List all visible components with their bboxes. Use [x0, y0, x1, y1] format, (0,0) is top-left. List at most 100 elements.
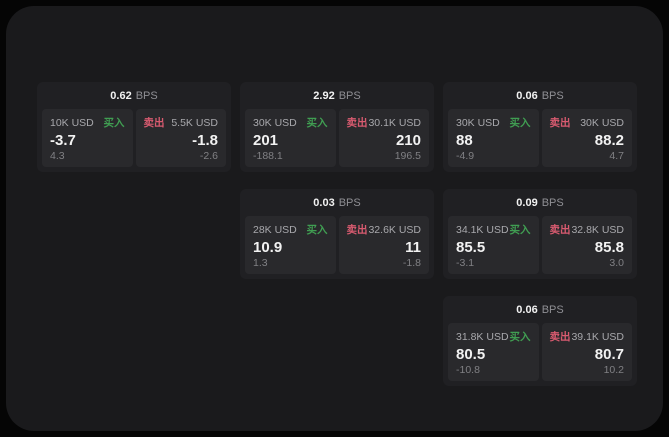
sell-delta: 10.2 — [603, 363, 624, 376]
buy-tile[interactable]: 34.1K USD 买入 85.5 -3.1 — [448, 216, 539, 274]
quote-card: 0.06 BPS 31.8K USD 买入 80.5 -10.8 卖出 39.1… — [443, 296, 637, 386]
buy-delta: -3.1 — [456, 256, 475, 269]
quote-card: 0.09 BPS 34.1K USD 买入 85.5 -3.1 卖出 32.8K… — [443, 189, 637, 279]
buy-size-label: 34.1K USD — [456, 223, 509, 236]
buy-tile[interactable]: 30K USD 买入 201 -188.1 — [245, 109, 336, 167]
buy-delta: -188.1 — [253, 149, 283, 162]
quotes-panel: 0.62 BPS 10K USD 买入 -3.7 4.3 卖出 5.5K USD… — [6, 6, 663, 431]
buy-size-label: 30K USD — [253, 116, 297, 129]
sell-delta: 3.0 — [609, 256, 624, 269]
buy-size-label: 10K USD — [50, 116, 94, 129]
quote-card: 0.03 BPS 28K USD 买入 10.9 1.3 卖出 32.6K US… — [240, 189, 434, 279]
buy-tile[interactable]: 30K USD 买入 88 -4.9 — [448, 109, 539, 167]
buy-price: 201 — [253, 131, 279, 149]
buy-tile-header: 31.8K USD 买入 — [456, 329, 531, 344]
quote-card: 0.62 BPS 10K USD 买入 -3.7 4.3 卖出 5.5K USD… — [37, 82, 231, 172]
buy-tile[interactable]: 28K USD 买入 10.9 1.3 — [245, 216, 336, 274]
sell-size-label: 32.8K USD — [571, 223, 624, 236]
sell-price: -1.8 — [192, 131, 218, 149]
bps-unit-label: BPS — [541, 303, 564, 316]
quote-card: 0.06 BPS 30K USD 买入 88 -4.9 卖出 30K USD 8… — [443, 82, 637, 172]
sell-size-label: 39.1K USD — [571, 330, 624, 343]
bps-unit-label: BPS — [338, 89, 361, 102]
sell-tile-header: 卖出 32.8K USD — [550, 222, 625, 237]
buy-size-label: 31.8K USD — [456, 330, 509, 343]
sell-tile[interactable]: 卖出 32.6K USD 11 -1.8 — [338, 216, 429, 274]
sell-size-label: 32.6K USD — [368, 223, 421, 236]
buy-price: -3.7 — [50, 131, 76, 149]
sell-tile-header: 卖出 5.5K USD — [144, 115, 219, 130]
sell-size-label: 30K USD — [580, 116, 624, 129]
sell-direction-label: 卖出 — [549, 117, 571, 129]
bps-unit-label: BPS — [541, 89, 564, 102]
sell-tile-header: 卖出 32.6K USD — [347, 222, 422, 237]
buy-direction-label: 买入 — [509, 331, 531, 343]
card-header: 2.92 BPS — [240, 82, 434, 109]
buy-price: 88 — [456, 131, 473, 149]
buy-tile-header: 30K USD 买入 — [456, 115, 531, 130]
sell-tile[interactable]: 卖出 30K USD 88.2 4.7 — [541, 109, 632, 167]
card-header: 0.09 BPS — [443, 189, 637, 216]
card-body: 10K USD 买入 -3.7 4.3 卖出 5.5K USD -1.8 -2.… — [37, 109, 231, 172]
buy-delta: -4.9 — [456, 149, 475, 162]
buy-tile[interactable]: 10K USD 买入 -3.7 4.3 — [42, 109, 133, 167]
sell-tile[interactable]: 卖出 30.1K USD 210 196.5 — [338, 109, 429, 167]
card-header: 0.62 BPS — [37, 82, 231, 109]
card-header: 0.06 BPS — [443, 82, 637, 109]
buy-direction-label: 买入 — [509, 224, 531, 236]
sell-price: 11 — [405, 238, 421, 256]
sell-size-label: 5.5K USD — [171, 116, 218, 129]
buy-tile[interactable]: 31.8K USD 买入 80.5 -10.8 — [448, 323, 539, 381]
spread-bps-value: 0.06 — [516, 303, 538, 316]
sell-tile[interactable]: 卖出 39.1K USD 80.7 10.2 — [541, 323, 632, 381]
sell-tile[interactable]: 卖出 5.5K USD -1.8 -2.6 — [135, 109, 226, 167]
sell-direction-label: 卖出 — [549, 224, 571, 236]
buy-price: 80.5 — [456, 345, 486, 363]
buy-direction-label: 买入 — [509, 117, 531, 129]
sell-tile[interactable]: 卖出 32.8K USD 85.8 3.0 — [541, 216, 632, 274]
spread-bps-value: 0.03 — [313, 196, 335, 209]
buy-direction-label: 买入 — [103, 117, 125, 129]
buy-size-label: 30K USD — [456, 116, 500, 129]
sell-tile-header: 卖出 30K USD — [550, 115, 625, 130]
buy-tile-header: 28K USD 买入 — [253, 222, 328, 237]
sell-delta: 196.5 — [394, 149, 421, 162]
card-body: 30K USD 买入 201 -188.1 卖出 30.1K USD 210 1… — [240, 109, 434, 172]
sell-delta: 4.7 — [609, 149, 624, 162]
sell-delta: -2.6 — [199, 149, 218, 162]
sell-price: 80.7 — [594, 345, 624, 363]
sell-price: 88.2 — [594, 131, 624, 149]
sell-delta: -1.8 — [402, 256, 421, 269]
card-header: 0.03 BPS — [240, 189, 434, 216]
buy-price: 10.9 — [253, 238, 283, 256]
sell-tile-header: 卖出 39.1K USD — [550, 329, 625, 344]
buy-delta: 1.3 — [253, 256, 268, 269]
card-header: 0.06 BPS — [443, 296, 637, 323]
sell-size-label: 30.1K USD — [368, 116, 421, 129]
bps-unit-label: BPS — [135, 89, 158, 102]
sell-direction-label: 卖出 — [346, 224, 368, 236]
spread-bps-value: 2.92 — [313, 89, 335, 102]
buy-direction-label: 买入 — [306, 117, 328, 129]
bps-unit-label: BPS — [541, 196, 564, 209]
bps-unit-label: BPS — [338, 196, 361, 209]
sell-direction-label: 卖出 — [549, 331, 571, 343]
card-body: 28K USD 买入 10.9 1.3 卖出 32.6K USD 11 -1.8 — [240, 216, 434, 279]
quote-card: 2.92 BPS 30K USD 买入 201 -188.1 卖出 30.1K … — [240, 82, 434, 172]
card-body: 31.8K USD 买入 80.5 -10.8 卖出 39.1K USD 80.… — [443, 323, 637, 386]
spread-bps-value: 0.06 — [516, 89, 538, 102]
buy-direction-label: 买入 — [306, 224, 328, 236]
sell-tile-header: 卖出 30.1K USD — [347, 115, 422, 130]
sell-price: 85.8 — [594, 238, 624, 256]
sell-direction-label: 卖出 — [143, 117, 165, 129]
sell-direction-label: 卖出 — [346, 117, 368, 129]
spread-bps-value: 0.09 — [516, 196, 538, 209]
buy-tile-header: 34.1K USD 买入 — [456, 222, 531, 237]
buy-delta: 4.3 — [50, 149, 65, 162]
buy-tile-header: 30K USD 买入 — [253, 115, 328, 130]
sell-price: 210 — [395, 131, 421, 149]
spread-bps-value: 0.62 — [110, 89, 132, 102]
buy-price: 85.5 — [456, 238, 486, 256]
buy-delta: -10.8 — [456, 363, 480, 376]
card-body: 30K USD 买入 88 -4.9 卖出 30K USD 88.2 4.7 — [443, 109, 637, 172]
